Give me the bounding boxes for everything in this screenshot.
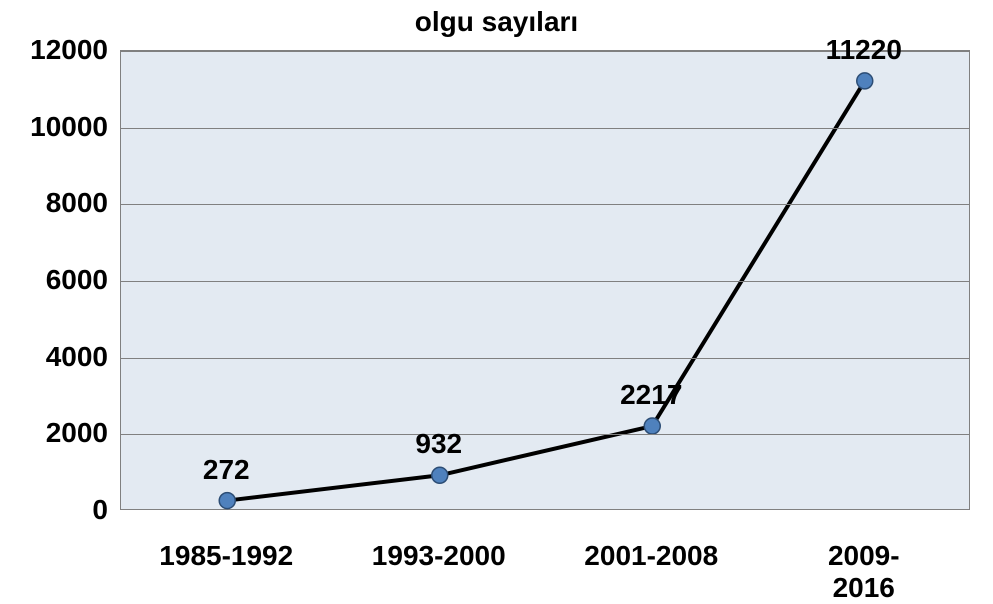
y-tick-label: 8000 — [0, 187, 108, 219]
plot-area — [120, 50, 970, 510]
x-tick-label: 2009-2016 — [799, 540, 928, 604]
gridline — [121, 434, 969, 435]
data-marker — [644, 418, 660, 434]
data-label: 11220 — [826, 34, 902, 66]
line-chart: olgu sayıları 02000400060008000100001200… — [0, 0, 993, 600]
x-tick-label: 1985-1992 — [159, 540, 293, 572]
y-tick-label: 0 — [0, 494, 108, 526]
y-tick-label: 6000 — [0, 264, 108, 296]
y-tick-label: 10000 — [0, 111, 108, 143]
data-marker — [857, 73, 873, 89]
y-tick-label: 12000 — [0, 34, 108, 66]
data-marker — [432, 467, 448, 483]
gridline — [121, 128, 969, 129]
y-tick-label: 2000 — [0, 417, 108, 449]
gridline — [121, 281, 969, 282]
data-label: 932 — [415, 428, 462, 460]
series-line — [227, 81, 865, 501]
data-marker — [219, 493, 235, 509]
y-tick-label: 4000 — [0, 341, 108, 373]
gridline — [121, 358, 969, 359]
data-label: 272 — [203, 454, 250, 486]
x-tick-label: 2001-2008 — [584, 540, 718, 572]
gridline — [121, 204, 969, 205]
x-tick-label: 1993-2000 — [372, 540, 506, 572]
data-label: 2217 — [620, 379, 682, 411]
